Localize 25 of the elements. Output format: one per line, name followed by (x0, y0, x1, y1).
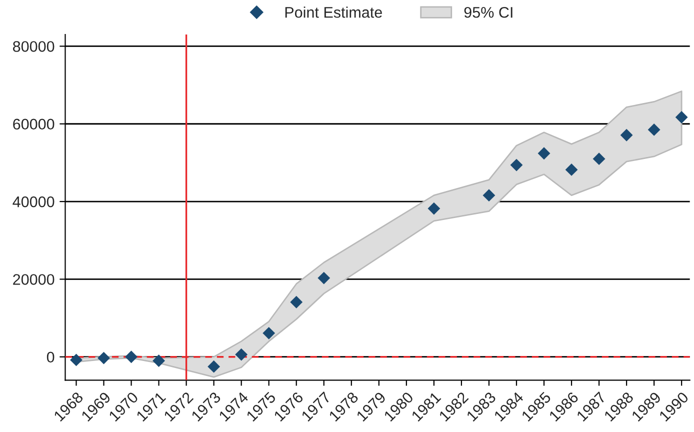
point (152, 354, 165, 367)
point (70, 354, 82, 366)
point (538, 147, 550, 160)
point (318, 272, 330, 284)
point (125, 350, 138, 364)
y-tick-label: 60000 (13, 118, 54, 130)
point (565, 163, 578, 176)
point (592, 152, 606, 166)
y-tick-label: 20000 (13, 274, 54, 285)
point (262, 326, 276, 340)
point (98, 352, 110, 364)
point (428, 202, 440, 215)
y-tick-label: 0 (46, 352, 54, 363)
point (510, 158, 523, 172)
y-tick-label: 80000 (13, 41, 54, 52)
point (648, 123, 660, 136)
point (620, 128, 633, 142)
point (208, 360, 220, 373)
legend-label: Point Estimate (285, 6, 382, 18)
point (235, 348, 248, 361)
point (482, 189, 496, 202)
legend-label: 95% CI (464, 6, 512, 18)
point (290, 296, 303, 308)
y-tick-label: 40000 (12, 196, 54, 208)
point (675, 111, 688, 124)
